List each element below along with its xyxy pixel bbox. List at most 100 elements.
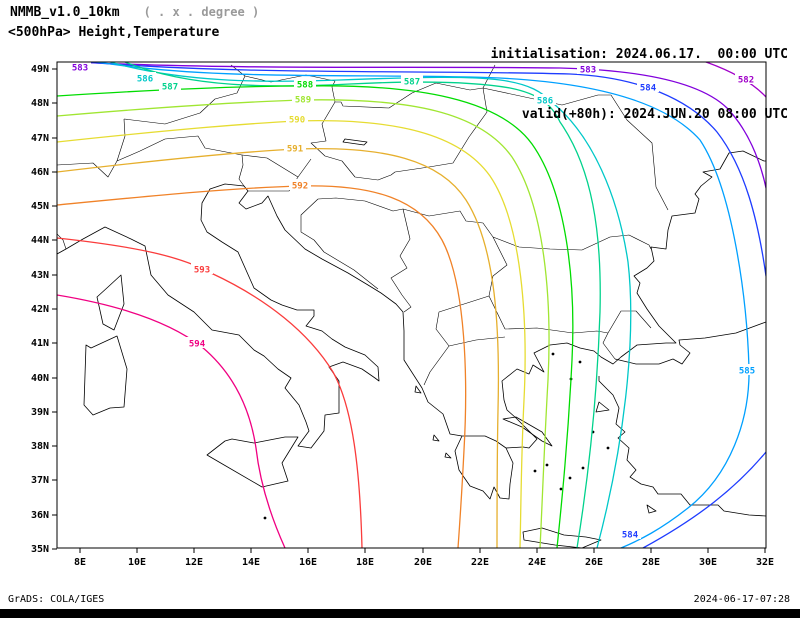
coastline (414, 385, 422, 394)
contour-label-bg (186, 337, 208, 348)
contour-label-bg (284, 142, 306, 153)
contour-588 (57, 85, 574, 548)
valid-time: valid(+80h): 2024.JUN.20 08:00 UTC (521, 107, 788, 122)
header-times: initialisation: 2024.06.17. 00:00 UTC va… (491, 5, 788, 165)
contour-586 (109, 62, 632, 548)
coastline (454, 435, 514, 500)
contour-label: 584 (640, 84, 657, 94)
y-tick-label: 38N (31, 441, 49, 452)
contour-label: 582 (738, 76, 754, 86)
contour-585 (96, 62, 750, 548)
coastline (646, 504, 657, 514)
plot-title: <500hPa> Height,Temperature (8, 25, 220, 40)
contour-label-bg (191, 263, 213, 274)
country-border (390, 208, 412, 313)
x-axis: 8E 10E 12E 14E 16E 18E 20E 22E 24E 26E 28E 30E 32E (74, 548, 774, 568)
small-island (263, 516, 267, 520)
contour-label: 587 (162, 83, 178, 93)
x-tick-label: 24E (528, 557, 546, 568)
country-border (300, 198, 379, 290)
y-axis: 49N 48N 47N 46N 45N 44N 43N 42N 41N 40N 39N 38N 37N 3… (31, 64, 57, 555)
contour-label-bg (637, 81, 659, 92)
small-island (568, 476, 572, 480)
contour-label: 594 (189, 340, 206, 350)
x-tick-label: 26E (585, 557, 603, 568)
coastline (595, 401, 610, 413)
y-tick-label: 41N (31, 338, 49, 349)
header-line-1: NMMB_v1.0_10km ( . x . degree ) (10, 5, 259, 20)
small-island (545, 463, 549, 467)
coastline (342, 138, 368, 146)
contour-labels: 582 583 583 584 584 585 586 586 587 587 588 589 590 5… (69, 61, 758, 541)
contour-591 (57, 147, 500, 548)
contour-label-bg (577, 63, 599, 74)
coastline (614, 321, 766, 365)
x-tick-label: 28E (642, 557, 660, 568)
coastline (598, 376, 766, 517)
model-name: NMMB_v1.0_10km (10, 5, 120, 20)
contour-label: 584 (622, 531, 639, 541)
map-layers (57, 62, 766, 548)
coastline (206, 436, 299, 488)
country-border (448, 336, 506, 347)
contour-label-bg (286, 113, 308, 124)
grads-credit: GrADS: COLA/IGES (8, 594, 105, 605)
country-border (57, 135, 245, 187)
contour-label: 592 (292, 182, 308, 192)
coastline (83, 335, 128, 416)
contour-label: 590 (289, 116, 305, 126)
contour-label-bg (294, 78, 316, 89)
map-frame (56, 61, 767, 549)
coastlines (57, 138, 766, 548)
y-tick-label: 46N (31, 167, 49, 178)
coastline (96, 274, 125, 331)
contour-592 (57, 185, 467, 548)
x-tick-label: 22E (471, 557, 489, 568)
init-time: initialisation: 2024.06.17. 00:00 UTC (490, 47, 788, 62)
contour-label: 589 (295, 96, 311, 106)
contour-label-bg (69, 61, 91, 72)
contour-label-bg (619, 528, 641, 539)
contour-label-bg (159, 80, 181, 91)
country-border (402, 208, 494, 238)
contour-label-bg (292, 93, 314, 104)
y-tick-label: 40N (31, 373, 49, 384)
country-border (504, 327, 609, 334)
x-tick-label: 10E (128, 557, 146, 568)
coastline (522, 527, 602, 548)
coastline (57, 183, 507, 449)
coastline (444, 452, 452, 459)
contour-584 (84, 62, 766, 277)
contour-583 (72, 62, 766, 189)
contour-label-bg (534, 94, 556, 105)
small-island (578, 360, 582, 364)
x-tick-label: 30E (699, 557, 717, 568)
country-border (123, 64, 496, 125)
country-border (423, 295, 490, 386)
y-tick-label: 49N (31, 64, 49, 75)
small-island (533, 469, 537, 473)
country-borders (57, 64, 669, 386)
country-border (317, 197, 404, 212)
country-border (607, 310, 652, 334)
contour-label-bg (736, 364, 758, 375)
small-island (581, 466, 585, 470)
y-tick-label: 48N (31, 98, 49, 109)
y-tick-label: 47N (31, 133, 49, 144)
contour-label: 587 (404, 78, 420, 88)
country-border (482, 87, 669, 211)
contour-584 (642, 451, 766, 548)
coastline (501, 150, 766, 449)
y-tick-label: 36N (31, 510, 49, 521)
y-tick-label: 45N (31, 201, 49, 212)
contour-label: 586 (537, 97, 553, 107)
small-island (559, 487, 563, 491)
creation-timestamp: 2024-06-17-07:28 (693, 594, 790, 605)
x-tick-label: 16E (299, 557, 317, 568)
y-tick-label: 35N (31, 544, 49, 555)
grid-resolution: ( . x . degree ) (143, 5, 260, 19)
country-border (492, 234, 652, 251)
y-tick-label: 39N (31, 407, 49, 418)
